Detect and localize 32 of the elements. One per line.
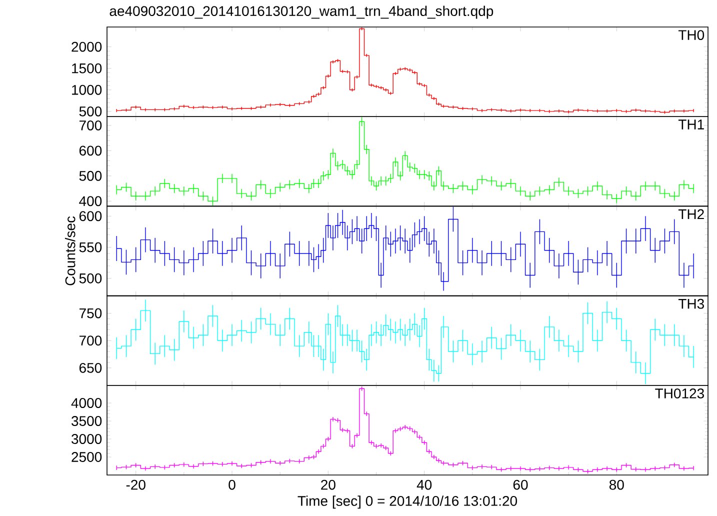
y-tick-label: 750 <box>80 308 102 318</box>
x-tick-label: 20 <box>321 480 336 490</box>
y-tick-label: 3500 <box>72 416 102 426</box>
text: TH1 <box>678 120 704 130</box>
y-tick-label: 2500 <box>72 452 102 462</box>
x-axis-title: Time [sec] 0 = 2014/10/16 13:01:20 <box>298 496 518 509</box>
series-label: TH3 <box>678 298 704 309</box>
series-label: TH2 <box>678 209 704 220</box>
x-tick-label: 60 <box>513 480 528 490</box>
y-tick-label: 600 <box>79 146 102 156</box>
x-tick-label: 80 <box>609 480 624 490</box>
y-tick-label: 4000 <box>71 398 102 408</box>
y-tick-label: 1000 <box>72 84 102 95</box>
text: TH0 <box>678 30 704 40</box>
y-tick-label: 700 <box>80 120 102 130</box>
chart-title: ae409032010_20141016130120_wam1_trn_4band_short.qdp <box>110 6 494 19</box>
x-tick-label: 0 <box>228 480 236 490</box>
y-tick-label: 3000 <box>72 434 102 444</box>
y-tick-label: 500 <box>79 273 102 284</box>
y-tick-label: 700 <box>80 336 102 346</box>
x-tick-label: 40 <box>416 480 432 490</box>
y-tick-label: 500 <box>79 170 102 181</box>
y-tick-label: 400 <box>79 196 102 206</box>
y-tick-label: 650 <box>79 362 102 373</box>
y-tick-label: 2000 <box>72 42 102 52</box>
y-tick-label: 550 <box>79 242 102 252</box>
x-tick-label: -20 <box>126 480 146 490</box>
y-tick-label: 1500 <box>72 63 102 74</box>
y-tick-label: 600 <box>79 211 102 222</box>
y-axis-title: Counts/sec <box>64 216 76 286</box>
text: TH0123 <box>655 388 704 398</box>
y-tick-label: 500 <box>79 106 102 116</box>
